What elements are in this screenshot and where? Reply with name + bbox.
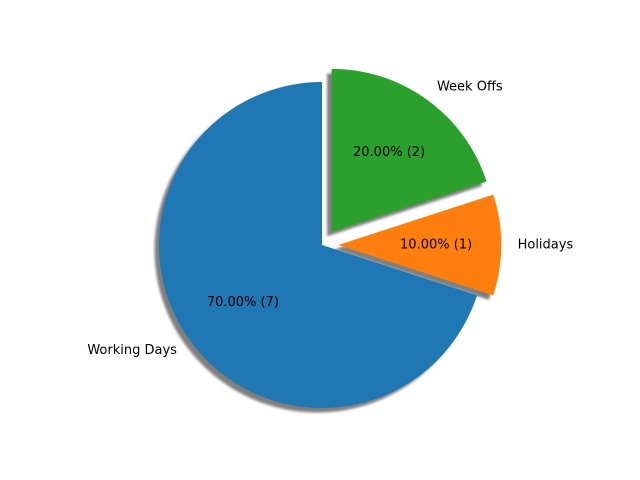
pie-category-label-week-offs: Week Offs <box>437 79 503 94</box>
pie-percent-label-week-offs: 20.00% (2) <box>353 145 425 160</box>
pie-slice-week-offs <box>331 68 487 232</box>
pie-percent-label-holidays: 10.00% (1) <box>400 238 472 253</box>
pie-category-label-working-days: Working Days <box>87 343 177 358</box>
pie-slice-holidays <box>338 194 502 296</box>
pie-percent-label-working-days: 70.00% (7) <box>207 295 279 310</box>
pie-category-label-holidays: Holidays <box>518 238 574 253</box>
pie-slice-working-days <box>158 82 478 408</box>
pie-slice-layer <box>158 68 502 408</box>
pie-label-layer: 70.00% (7) Working Days 10.00% (1) Holidays… <box>87 79 573 358</box>
